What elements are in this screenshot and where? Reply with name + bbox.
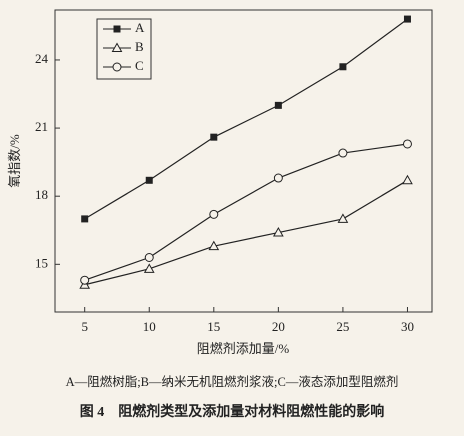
figure-title: 图 4 阻燃剂类型及添加量对材料阻燃性能的影响 xyxy=(80,403,385,420)
data-point xyxy=(145,176,153,184)
x-axis-label: 阻燃剂添加量/% xyxy=(197,341,290,356)
legend-marker xyxy=(112,62,122,72)
y-axis-label: 氧指数/% xyxy=(7,134,22,188)
data-point xyxy=(208,240,220,251)
legend-marker xyxy=(113,25,121,33)
legend-label: A xyxy=(135,20,145,35)
data-point xyxy=(403,15,411,23)
caption: A—阻燃树脂;B—纳米无机阻燃剂浆液;C—液态添加型阻燃剂 xyxy=(66,374,399,389)
data-point xyxy=(144,253,154,263)
data-point xyxy=(402,139,412,149)
y-tick-label: 18 xyxy=(35,187,48,202)
x-tick-label: 10 xyxy=(143,319,156,334)
series-line xyxy=(84,179,408,286)
x-tick-label: 30 xyxy=(401,319,414,334)
data-point xyxy=(143,263,155,273)
data-point xyxy=(273,227,284,237)
y-tick-label: 24 xyxy=(35,51,49,66)
x-tick-label: 5 xyxy=(81,319,88,334)
x-tick-label: 20 xyxy=(272,319,285,334)
x-tick-label: 25 xyxy=(336,319,349,334)
data-point xyxy=(80,275,90,285)
data-point xyxy=(81,215,89,223)
data-point xyxy=(338,148,348,158)
data-point xyxy=(402,174,413,185)
series-line xyxy=(84,143,408,281)
legend-marker xyxy=(111,42,123,52)
legend-label: C xyxy=(135,58,144,73)
legend-box xyxy=(96,18,152,80)
series-line xyxy=(84,18,408,220)
data-point xyxy=(337,213,349,223)
x-tick-label: 15 xyxy=(207,319,220,334)
data-point xyxy=(274,101,282,109)
y-tick-label: 21 xyxy=(35,119,48,134)
data-point xyxy=(339,63,347,71)
data-point xyxy=(210,133,218,141)
legend-label: B xyxy=(135,39,144,54)
y-tick-label: 15 xyxy=(35,255,48,270)
data-point xyxy=(209,209,219,219)
plot-frame xyxy=(54,9,433,313)
data-point xyxy=(273,173,283,183)
